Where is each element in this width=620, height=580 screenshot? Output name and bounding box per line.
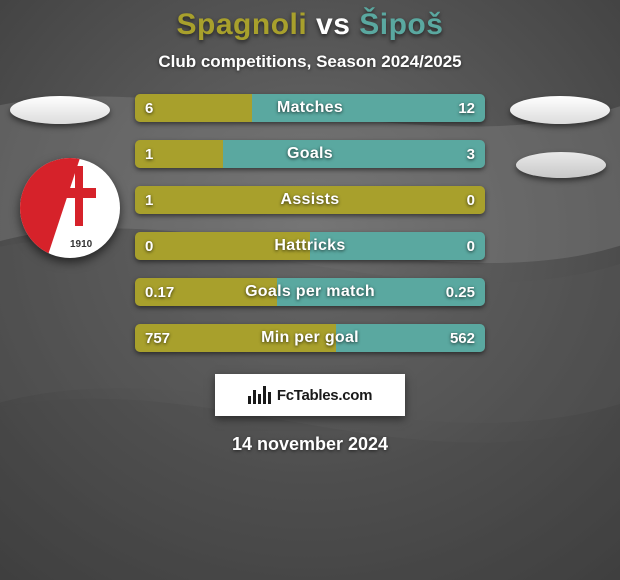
vs-text: vs [316, 8, 350, 41]
player1-placeholder-icon [10, 96, 110, 124]
stat-right-value: 0.25 [446, 278, 475, 306]
stat-bar: Hattricks0 0 [135, 232, 485, 260]
player2-club-placeholder-icon [516, 152, 606, 178]
stat-left-value: 0.17 [145, 278, 174, 306]
stat-right-value: 3 [467, 140, 475, 168]
stat-bar: Goals per match0.17 0.25 [135, 278, 485, 306]
subtitle: Club competitions, Season 2024/2025 [158, 52, 461, 72]
stat-left-value: 1 [145, 186, 153, 214]
stat-bar: Min per goal757 562 [135, 324, 485, 352]
stat-right-value: 12 [458, 94, 475, 122]
stats-area: 1910 Matches612Goals13Assists10Hattricks… [0, 94, 620, 352]
stat-label: Goals per match [135, 278, 485, 306]
stat-left-value: 1 [145, 140, 153, 168]
player2-name: Šipoš [359, 8, 443, 41]
bars-icon [248, 386, 271, 404]
stat-right-value: 562 [450, 324, 475, 352]
player2-placeholder-icon [510, 96, 610, 124]
stat-bar: Matches6 12 [135, 94, 485, 122]
stat-bar: Goals1 3 [135, 140, 485, 168]
stat-label: Hattricks [135, 232, 485, 260]
fctables-logo: FcTables.com [215, 374, 405, 416]
stat-label: Matches [135, 94, 485, 122]
badge-year: 1910 [70, 239, 92, 250]
date-text: 14 november 2024 [232, 434, 388, 455]
fctables-text: FcTables.com [277, 387, 372, 404]
stat-label: Goals [135, 140, 485, 168]
player1-club-badge-icon: 1910 [20, 158, 120, 258]
page-title: Spagnoli vs Šipoš [177, 8, 444, 42]
stat-left-value: 6 [145, 94, 153, 122]
stat-right-value: 0 [467, 232, 475, 260]
stat-left-value: 0 [145, 232, 153, 260]
stat-right-value: 0 [467, 186, 475, 214]
player1-name: Spagnoli [177, 8, 308, 41]
stat-label: Assists [135, 186, 485, 214]
stat-label: Min per goal [135, 324, 485, 352]
stat-left-value: 757 [145, 324, 170, 352]
stat-bar: Assists1 0 [135, 186, 485, 214]
